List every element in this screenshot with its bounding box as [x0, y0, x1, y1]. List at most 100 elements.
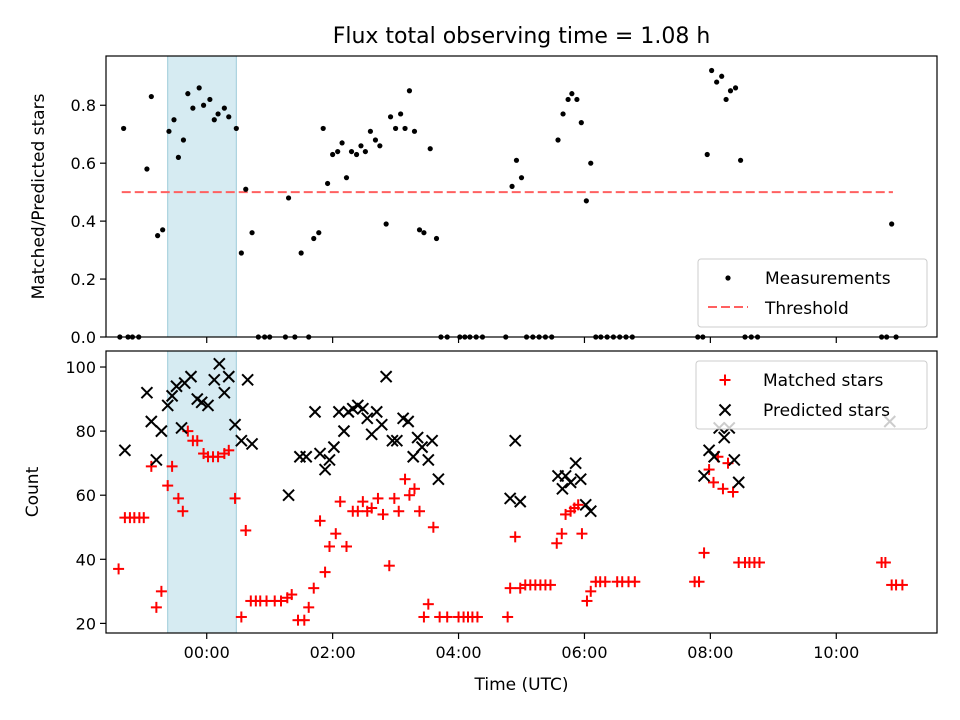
matched-star-point: [399, 473, 411, 485]
predicted-star-point: [503, 492, 517, 505]
matched-star-point: [303, 601, 315, 613]
matched-star-point: [388, 492, 400, 504]
legend-label-measurements: Measurements: [765, 269, 891, 289]
matched-star-point: [340, 540, 352, 552]
matched-star-point: [703, 464, 715, 476]
measurement-point: [348, 148, 355, 155]
measurement-point: [160, 227, 166, 233]
measurement-point: [723, 96, 729, 103]
matched-star-point: [599, 576, 611, 588]
predicted-star-point: [208, 373, 221, 387]
y-axis-ticks: 20 40 60 80 100: [65, 358, 106, 633]
predicted-star-point: [155, 424, 168, 438]
x-tick-label: 06:00: [561, 643, 607, 662]
x-tick-label: 02:00: [310, 643, 356, 662]
predicted-star-point: [165, 389, 179, 403]
legend: Measurements Threshold: [697, 258, 928, 328]
measurement-point: [398, 111, 404, 117]
matched-star-point: [502, 611, 514, 623]
matched-star-point: [366, 502, 378, 514]
measurement-point: [737, 157, 744, 163]
predicted-star-point: [574, 472, 587, 486]
predicted-star-point: [323, 453, 336, 467]
measurement-point: [569, 91, 575, 97]
matched-star-point: [544, 579, 556, 591]
measurement-point: [226, 114, 232, 120]
predicted-star-point: [195, 396, 208, 409]
matched-star-point: [414, 505, 426, 517]
predicted-star-point: [356, 402, 370, 415]
measurement-point: [433, 235, 440, 242]
matched-star-point: [229, 492, 241, 504]
matched-star-point: [708, 476, 720, 488]
predicted-star-point: [732, 476, 745, 489]
matched-star-point: [693, 576, 705, 588]
matched-star-point: [235, 611, 247, 623]
matched-star-point: [629, 576, 641, 588]
measurement-point: [719, 73, 725, 79]
measurement-point: [588, 160, 594, 166]
legend-marker-matched: [719, 374, 731, 386]
predicted-star-point: [514, 495, 527, 508]
matched-star-point: [166, 460, 178, 472]
matched-star-point: [585, 585, 597, 597]
ratio-panel: 0.0 0.2 0.4 0.6 0.8 Flux total observing tim…: [29, 24, 938, 347]
y-tick-label: 100: [65, 358, 96, 377]
predicted-star-point: [556, 482, 569, 496]
measurement-point: [320, 125, 326, 132]
predicted-star-point: [299, 450, 313, 463]
predicted-star-point: [370, 405, 383, 419]
matched-star-point: [572, 499, 584, 511]
measurement-point: [196, 85, 202, 91]
measurement-point: [144, 166, 150, 172]
highlight-span: [167, 350, 237, 634]
legend-box: [695, 360, 928, 430]
predicted-star-point: [411, 431, 424, 444]
predicted-star-point: [337, 424, 351, 438]
measurement-point: [285, 195, 292, 201]
measurement-point: [339, 140, 345, 146]
matched-star-point: [334, 496, 346, 508]
measurement-point: [427, 146, 433, 152]
matched-star-point: [422, 598, 434, 610]
predicted-star-point: [718, 431, 731, 444]
y-tick-label: 0.6: [71, 154, 96, 173]
measurement-point: [343, 175, 350, 181]
predicted-star-point: [697, 469, 711, 483]
matched-star-point: [319, 566, 331, 578]
y-axis-label: Matched/Predicted stars: [29, 93, 49, 299]
predicted-star-point: [170, 380, 183, 393]
measurement-point: [353, 151, 360, 158]
matched-star-point: [393, 505, 405, 517]
predicted-star-point: [175, 421, 188, 435]
predicted-star-point: [564, 476, 577, 489]
predicted-star-point: [228, 418, 242, 431]
matched-star-point: [308, 582, 320, 594]
legend-marker-predicted: [718, 403, 732, 417]
y-axis-label: Count: [23, 466, 43, 517]
matched-star-point: [372, 492, 384, 504]
matched-star-point: [896, 579, 908, 591]
predicted-star-point: [401, 415, 415, 428]
measurement-point: [249, 230, 255, 236]
matched-star-point: [150, 601, 162, 613]
matched-star-point: [330, 528, 342, 540]
measurement-point: [298, 250, 304, 256]
measurement-point: [311, 235, 317, 242]
matched-star-point: [352, 505, 364, 517]
predicted-star-point: [161, 399, 174, 412]
matched-star-point: [471, 611, 483, 623]
predicted-star-point: [375, 418, 388, 431]
matched-star-point: [223, 444, 235, 456]
predicted-star-point: [245, 437, 259, 451]
measurement-point: [565, 96, 571, 103]
measurement-point: [383, 221, 389, 227]
measurement-point: [392, 125, 399, 132]
predicted-star-point: [390, 434, 404, 447]
predicted-star-point: [422, 453, 435, 467]
predicted-star-point: [361, 412, 374, 425]
predicted-star-point: [707, 450, 721, 463]
predicted-star-point: [282, 488, 295, 502]
